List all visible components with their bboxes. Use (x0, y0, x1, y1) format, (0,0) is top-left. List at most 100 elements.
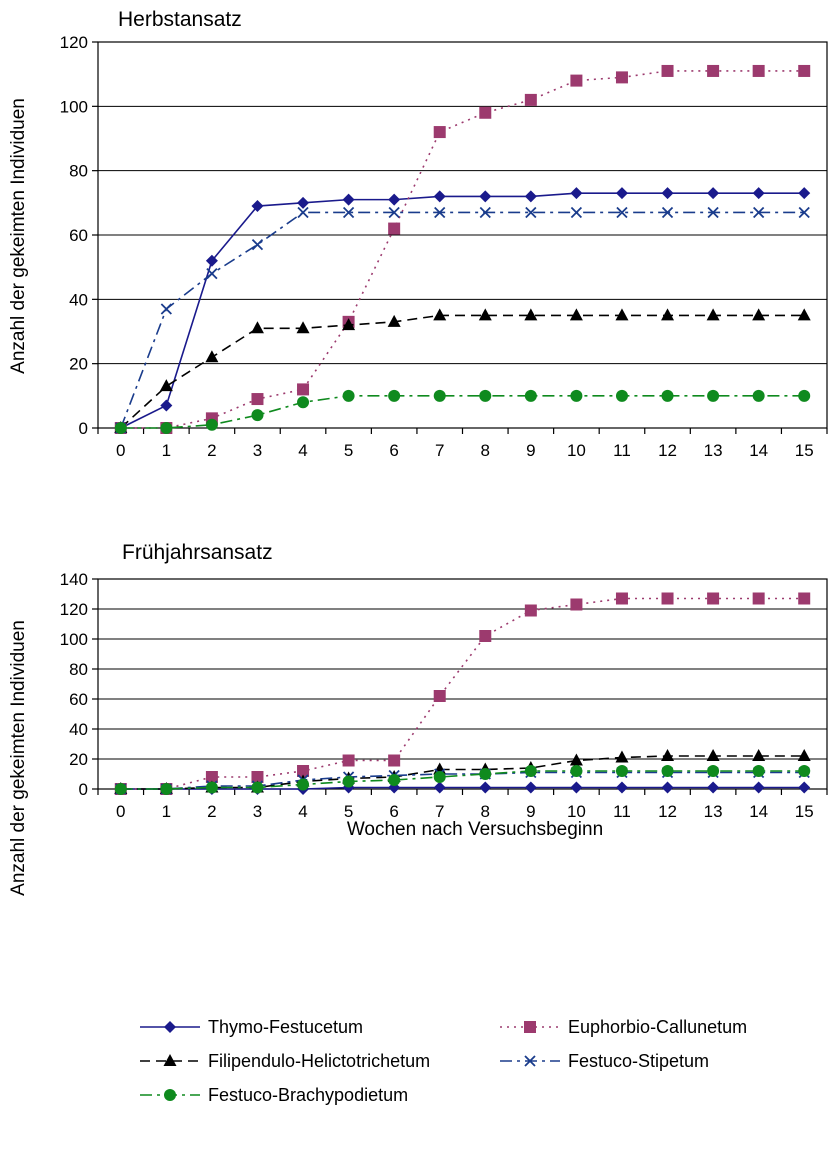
x-tick-label: 7 (435, 802, 444, 821)
x-tick-label: 5 (344, 441, 353, 460)
x-tick-label: 13 (704, 441, 723, 460)
series-line (120, 211, 805, 429)
data-point (752, 592, 765, 605)
data-point (661, 592, 674, 605)
series-filipendulo-helictotrichetum (114, 308, 811, 433)
series-festuco-brachypodietum (114, 765, 811, 795)
legend-label: Filipendulo-Helictotrichetum (208, 1051, 430, 1071)
data-point (251, 239, 264, 251)
data-point (707, 64, 720, 77)
data-point (433, 126, 446, 139)
data-point (388, 389, 401, 402)
x-tick-label: 15 (795, 802, 814, 821)
series-line (120, 314, 805, 429)
data-point (707, 389, 720, 402)
data-point (570, 206, 583, 219)
legend-entry: Festuco-Stipetum (500, 1051, 709, 1071)
data-point (297, 778, 310, 791)
y-tick-label: 120 (60, 600, 88, 619)
data-point (206, 267, 218, 280)
data-point (433, 389, 446, 402)
y-axis-title: Anzahl der gekeimten Individuen (8, 620, 29, 896)
data-point (798, 592, 811, 605)
data-point (205, 771, 218, 783)
data-point (661, 187, 674, 200)
series-line (120, 597, 805, 790)
data-point (798, 781, 811, 794)
data-point (752, 765, 765, 777)
data-point (205, 254, 218, 267)
data-point (707, 592, 720, 605)
legend-label: Thymo-Festucetum (208, 1017, 363, 1037)
data-point (388, 774, 401, 786)
chart-fruehjahrsansatz: Frühjahrsansatz Anzahl der gekeimten Ind… (8, 541, 828, 896)
data-point (661, 781, 674, 794)
data-point (205, 781, 218, 794)
data-point (160, 303, 172, 315)
data-point (160, 783, 173, 795)
x-tick-label: 2 (207, 802, 216, 821)
x-tick-label: 14 (749, 441, 768, 460)
data-point (251, 393, 264, 406)
data-point (387, 314, 401, 327)
data-point (615, 592, 628, 605)
x-tick-label: 12 (658, 802, 677, 821)
data-point (707, 781, 720, 794)
data-point (798, 64, 811, 77)
data-point (525, 206, 537, 219)
x-tick-label: 10 (567, 802, 586, 821)
series-festuco-brachypodietum (114, 389, 811, 434)
legend-entry: Festuco-Brachypodietum (140, 1085, 408, 1105)
y-tick-label: 100 (60, 630, 88, 649)
data-point (615, 308, 629, 321)
data-point (797, 308, 811, 321)
data-point (570, 74, 583, 87)
data-point (251, 409, 264, 422)
series-festuco-stipetum (115, 206, 810, 434)
legend: Thymo-Festucetum Euphorbio-Callunetum Fili… (140, 1017, 747, 1105)
x-tick-label: 9 (526, 802, 535, 821)
data-point (569, 753, 583, 766)
data-point (479, 190, 492, 203)
data-point (706, 749, 720, 761)
data-point (160, 422, 173, 434)
data-point (615, 765, 628, 777)
data-point (615, 750, 629, 763)
x-tick-label: 11 (613, 441, 631, 460)
data-point (524, 308, 538, 321)
data-point (388, 206, 400, 219)
y-tick-label: 140 (60, 570, 88, 589)
x-tick-label: 0 (116, 441, 125, 460)
data-point (342, 754, 355, 767)
data-point (524, 93, 537, 106)
data-point (752, 781, 765, 794)
data-point (479, 781, 492, 794)
data-point (160, 399, 173, 412)
data-point (250, 321, 264, 334)
data-point (661, 308, 675, 321)
y-tick-label: 20 (69, 355, 88, 374)
x-tick-label: 9 (526, 441, 535, 460)
data-point (524, 604, 537, 617)
axes (92, 578, 828, 795)
series-euphorbio-callunetum (114, 592, 811, 795)
data-point (434, 206, 446, 219)
data-point (524, 765, 537, 777)
data-point (342, 206, 355, 219)
legend-marker (524, 1055, 536, 1067)
data-point (479, 206, 491, 219)
data-point (707, 187, 720, 200)
data-point (616, 206, 628, 219)
data-point (205, 350, 219, 363)
data-point (433, 771, 446, 783)
x-tick-label: 4 (298, 441, 307, 460)
series-euphorbio-callunetum (114, 64, 811, 434)
x-tick-label: 7 (435, 441, 444, 460)
data-point (661, 765, 674, 777)
x-tick-label: 8 (481, 441, 490, 460)
data-point (388, 193, 401, 206)
data-point (297, 196, 310, 209)
data-point (251, 781, 264, 794)
data-point (479, 389, 492, 402)
y-tick-label: 80 (69, 162, 88, 181)
